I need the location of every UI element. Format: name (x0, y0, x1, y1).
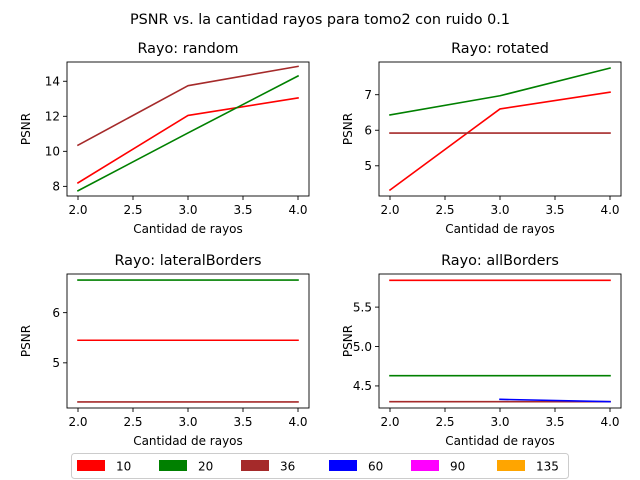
subplot-title: Rayo: random (137, 41, 238, 57)
legend-label: 90 (450, 460, 465, 474)
y-tick-label: 5 (52, 356, 60, 370)
legend-label: 36 (280, 460, 295, 474)
subplot-4: Rayo: allBorders 2.0 2.5 3.0 3.5 4.0 4.5 5.0 5.5… (341, 253, 622, 448)
legend-label: 20 (198, 460, 213, 474)
legend-swatch (497, 460, 525, 471)
series-line-10 (388, 91, 611, 192)
legend-swatch (329, 460, 357, 471)
subplot-3: Rayo: lateralBorders 2.0 2.5 3.0 3.5 4.0 5 6 Can… (19, 253, 310, 448)
y-tick-label: 5.5 (353, 300, 372, 314)
x-tick-label: 4.0 (288, 203, 307, 217)
legend-item-60: 60 (329, 460, 383, 474)
legend-swatch (241, 460, 269, 471)
x-tick-label: 3.5 (233, 415, 252, 429)
y-axis-label: PSNR (341, 325, 355, 357)
y-tick-label: 7 (364, 88, 372, 102)
legend-item-90: 90 (411, 460, 465, 474)
figure-suptitle: PSNR vs. la cantidad rayos para tomo2 co… (130, 12, 510, 28)
legend-swatch (411, 460, 439, 471)
y-tick-label: 5.0 (353, 340, 372, 354)
y-axis-label: PSNR (341, 113, 355, 145)
legend-item-20: 20 (159, 460, 213, 474)
x-tick-label: 3.0 (178, 203, 197, 217)
legend-swatch (77, 460, 105, 471)
x-tick-label: 2.0 (68, 415, 87, 429)
x-axis-label: Cantidad de rayos (133, 434, 243, 448)
x-tick-label: 2.5 (435, 415, 454, 429)
y-tick-label: 10 (45, 145, 60, 159)
x-tick-label: 3.5 (233, 203, 252, 217)
legend-label: 135 (536, 460, 559, 474)
x-tick-label: 4.0 (288, 415, 307, 429)
axes-frame (378, 61, 622, 197)
subplot-title: Rayo: allBorders (441, 253, 559, 269)
legend-item-135: 135 (497, 460, 559, 474)
legend: 10 20 36 60 90 135 (71, 453, 569, 479)
y-tick-label: 12 (45, 110, 60, 124)
x-tick-label: 2.0 (380, 415, 399, 429)
chart-panels: Rayo: random 2.0 2.5 3.0 3.5 4.0 8 10 12 14 Cantid… (19, 41, 622, 448)
y-tick-label: 4.5 (353, 379, 372, 393)
x-tick-label: 2.0 (380, 203, 399, 217)
x-tick-label: 3.0 (178, 415, 197, 429)
subplot-title: Rayo: rotated (451, 41, 549, 57)
subplot-1: Rayo: random 2.0 2.5 3.0 3.5 4.0 8 10 12 14 Cantid… (19, 41, 310, 236)
axes-frame (66, 61, 310, 197)
x-tick-label: 4.0 (600, 415, 619, 429)
legend-label: 10 (116, 460, 131, 474)
legend-frame (71, 453, 569, 479)
y-axis-label: PSNR (19, 113, 33, 145)
series-line-20 (389, 67, 611, 116)
series-line-60 (499, 398, 611, 403)
x-axis-label: Cantidad de rayos (445, 222, 555, 236)
x-tick-label: 4.0 (600, 203, 619, 217)
x-tick-label: 2.5 (435, 203, 454, 217)
legend-label: 60 (368, 460, 383, 474)
series-line-20 (76, 74, 300, 192)
y-tick-label: 14 (45, 75, 60, 89)
subplot-2: Rayo: rotated 2.0 2.5 3.0 3.5 4.0 5 6 7 Cantidad … (341, 41, 622, 236)
y-tick-label: 6 (364, 124, 372, 138)
series-line-36 (76, 65, 299, 147)
x-tick-label: 3.5 (545, 203, 564, 217)
x-tick-label: 3.5 (545, 415, 564, 429)
y-tick-label: 5 (364, 159, 372, 173)
legend-item-10: 10 (77, 460, 131, 474)
x-tick-label: 2.5 (123, 203, 142, 217)
legend-swatch (159, 460, 187, 471)
x-axis-label: Cantidad de rayos (445, 434, 555, 448)
x-tick-label: 2.0 (68, 203, 87, 217)
y-tick-label: 6 (52, 306, 60, 320)
y-axis-label: PSNR (19, 325, 33, 357)
axes-frame (378, 273, 622, 409)
x-tick-label: 3.0 (490, 203, 509, 217)
y-tick-label: 8 (52, 180, 60, 194)
x-tick-label: 3.0 (490, 415, 509, 429)
series-line-10 (76, 96, 299, 184)
x-tick-label: 2.5 (123, 415, 142, 429)
legend-item-36: 36 (241, 460, 295, 474)
subplot-title: Rayo: lateralBorders (114, 253, 261, 269)
x-axis-label: Cantidad de rayos (133, 222, 243, 236)
